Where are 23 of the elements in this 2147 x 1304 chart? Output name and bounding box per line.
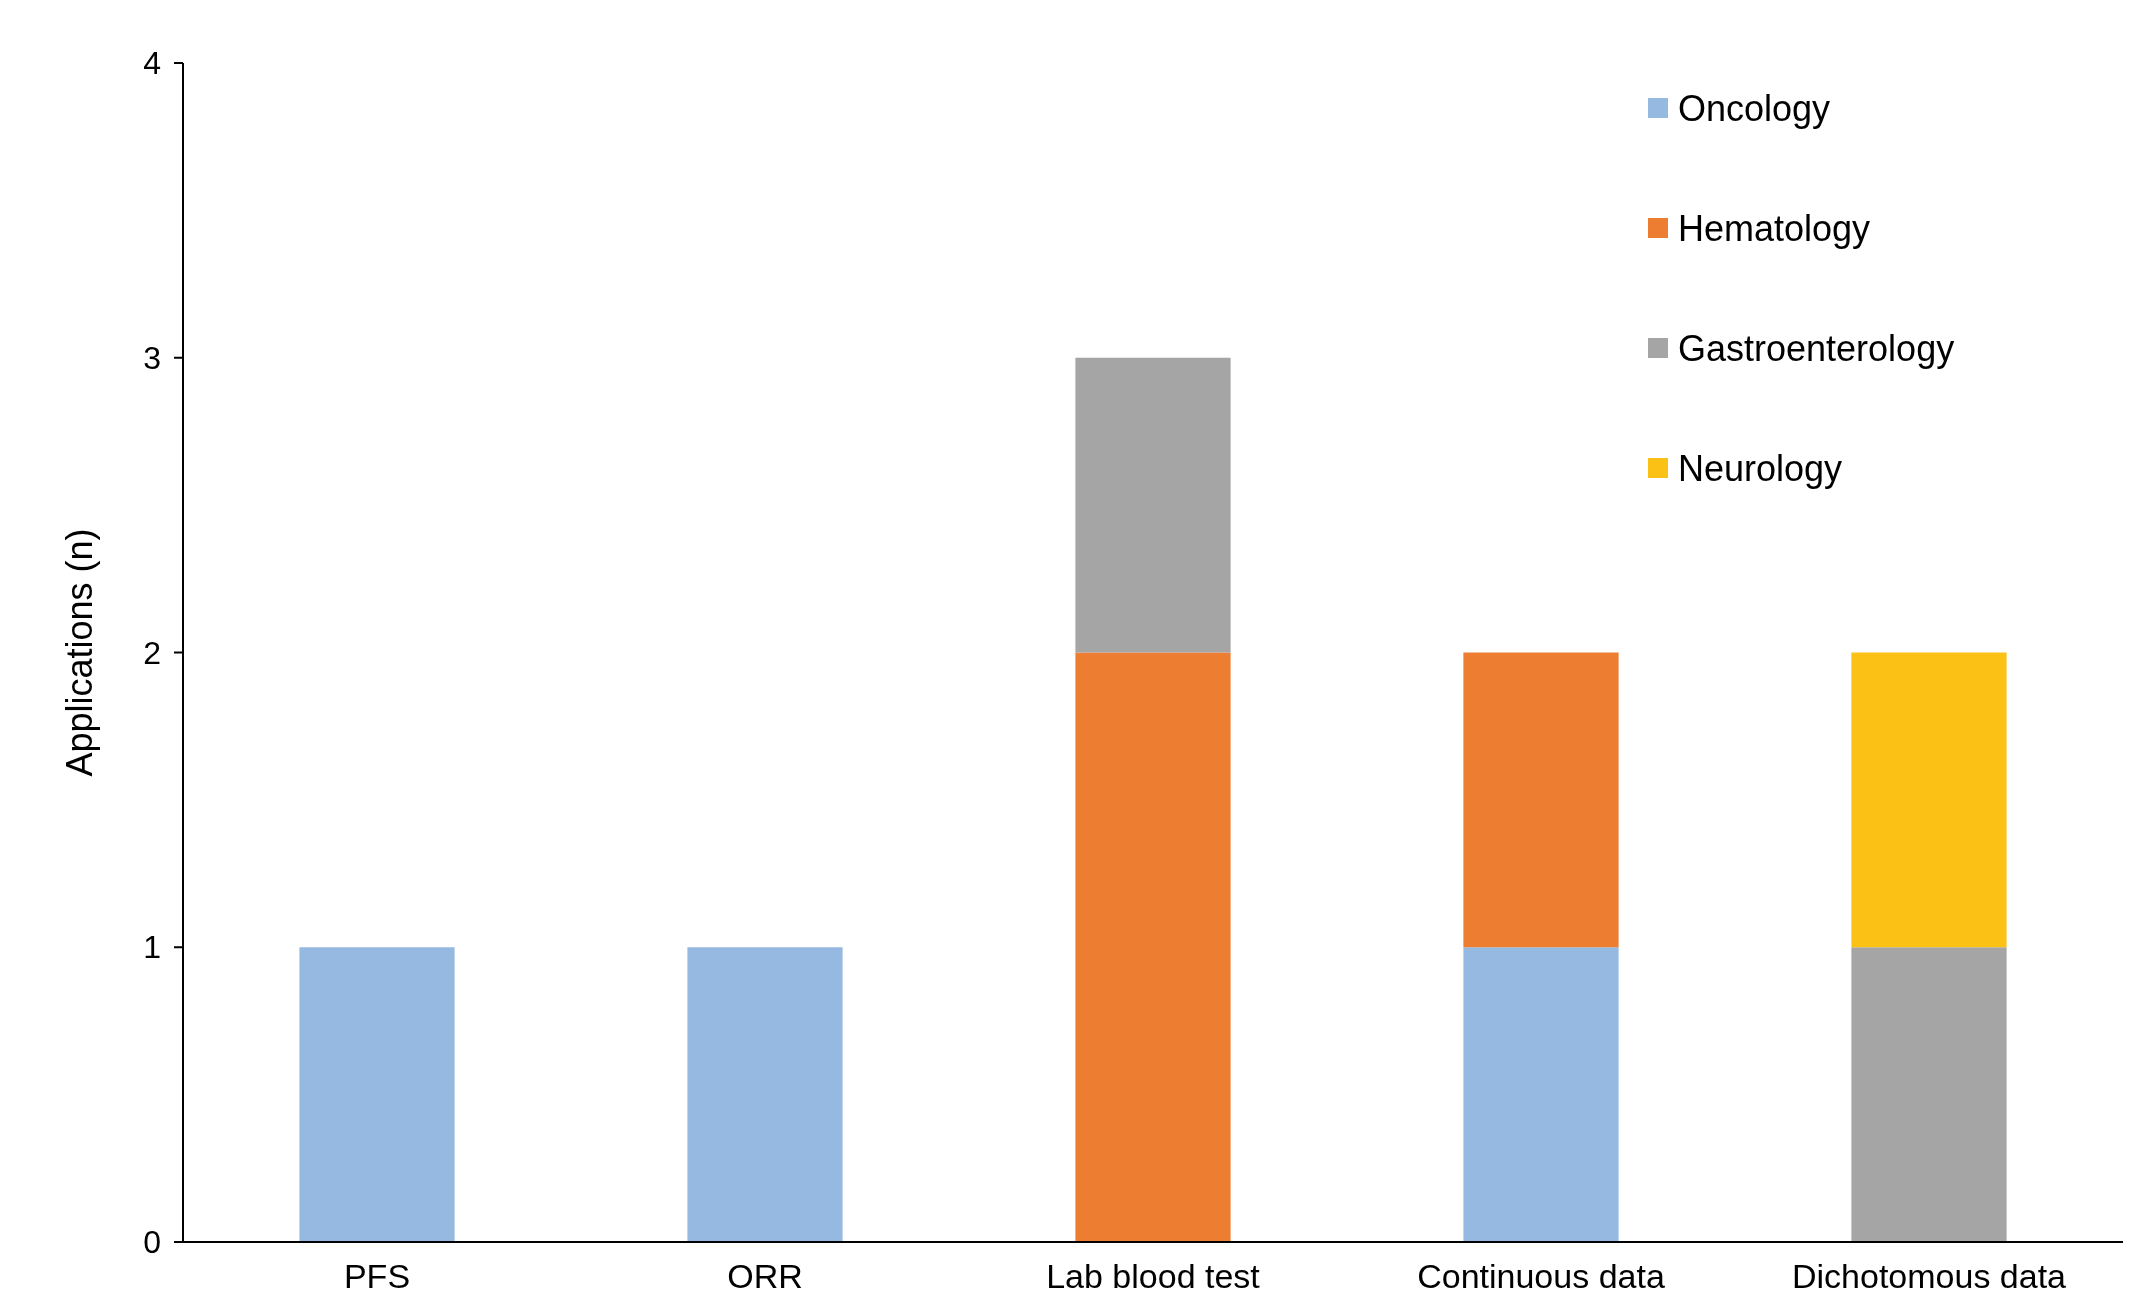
bar bbox=[687, 947, 843, 1242]
y-tick-label: 4 bbox=[143, 45, 161, 82]
legend-label: Gastroenterology bbox=[1678, 327, 1955, 369]
y-axis-title: Applications (n) bbox=[59, 528, 100, 777]
x-tick-label: ORR bbox=[727, 1257, 803, 1295]
x-tick-label: Continuous data bbox=[1417, 1257, 1665, 1295]
bar bbox=[1075, 357, 1231, 653]
y-tick-label: 0 bbox=[143, 1224, 161, 1261]
bar bbox=[299, 947, 455, 1242]
y-tick-label: 3 bbox=[143, 339, 161, 376]
legend-label: Neurology bbox=[1678, 447, 1843, 489]
x-tick-label: Dichotomous data bbox=[1791, 1257, 2067, 1295]
legend-label: Hematology bbox=[1678, 207, 1871, 249]
bar bbox=[1851, 652, 2007, 948]
x-tick-label: PFS bbox=[343, 1257, 411, 1295]
legend-label: Oncology bbox=[1678, 87, 1831, 129]
y-tick-label: 1 bbox=[143, 929, 161, 966]
bar bbox=[1851, 947, 2007, 1242]
bar bbox=[1075, 652, 1231, 1242]
bar bbox=[1463, 947, 1619, 1242]
bar bbox=[1463, 652, 1619, 948]
y-tick-label: 2 bbox=[143, 634, 161, 671]
x-tick-label: Lab blood test bbox=[1046, 1257, 1261, 1295]
